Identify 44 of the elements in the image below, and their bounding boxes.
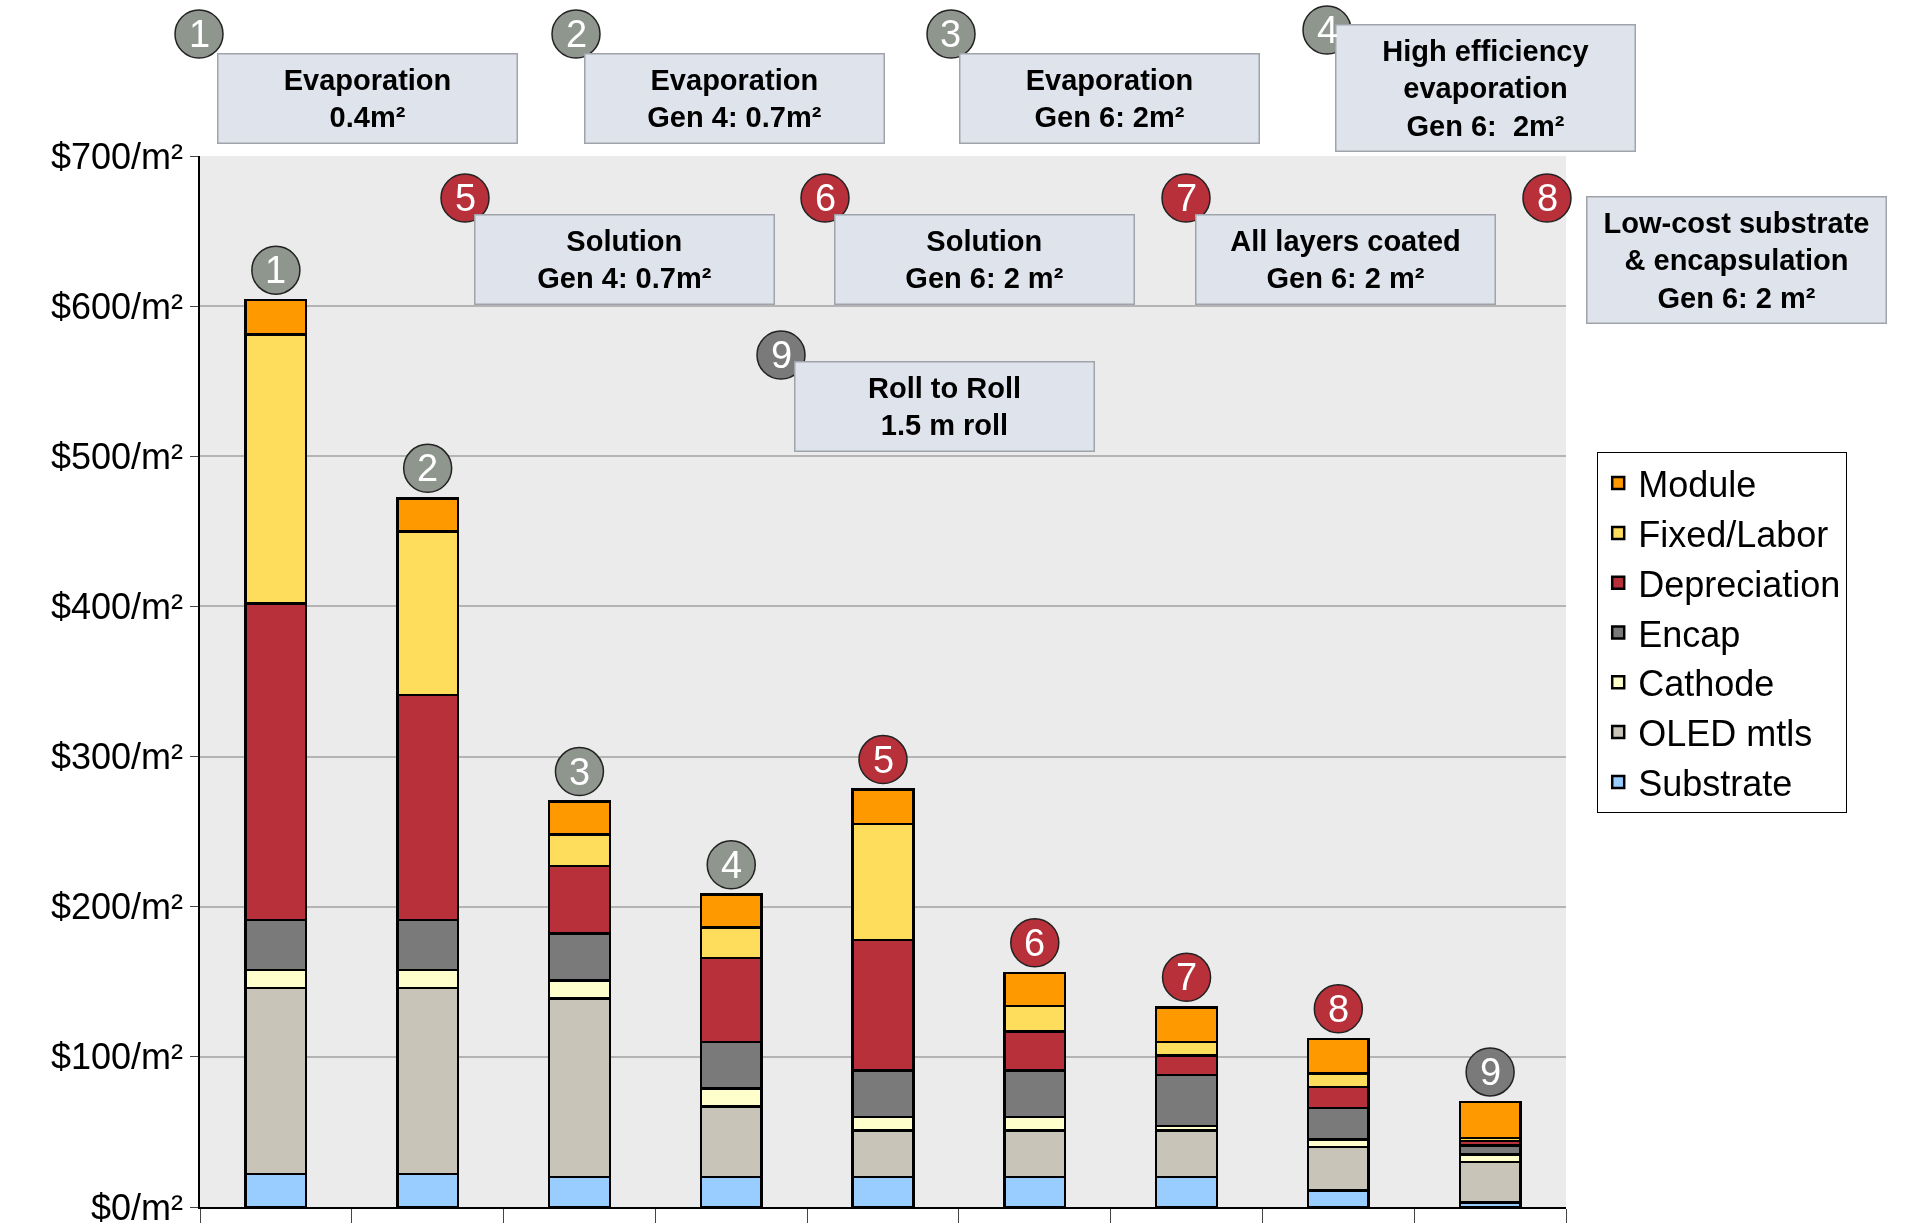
annotation: Roll to Roll 1.5 m roll <box>867 371 1022 442</box>
annotation: 2 <box>417 447 439 489</box>
bar <box>1458 1100 1522 1140</box>
text: Low-cost substrate & encapsulation Gen 6: 2 m² <box>1603 206 1870 314</box>
legend-label: Encap <box>1638 613 1741 655</box>
annotation: 9 <box>1480 1051 1502 1093</box>
annotation: 6 <box>1024 922 1046 964</box>
legend-label: Cathode <box>1638 663 1775 705</box>
legend-label: Module <box>1638 464 1757 506</box>
y-tick-label: $400/m² <box>50 586 184 628</box>
annotation: Solution Gen 4: 0.7m² <box>537 224 712 295</box>
annotation: Solution Gen 6: 2 m² <box>905 224 1064 295</box>
annotation: 8 <box>1537 177 1559 219</box>
annotation: 5 <box>873 739 895 781</box>
text: 3 <box>940 13 962 55</box>
annotation: All layers coated Gen 6: 2 m² <box>1230 224 1461 295</box>
legend-label: Substrate <box>1638 762 1793 804</box>
annotation: 8 <box>1328 988 1350 1030</box>
y-tick-label: $200/m² <box>50 886 184 928</box>
annotation: 4 <box>721 844 743 886</box>
legend-label: Fixed/Labor <box>1638 513 1829 555</box>
annotation: 9 <box>771 334 793 376</box>
text: Evaporation Gen 6: 2m² <box>1025 63 1194 134</box>
legend-label: OLED mtls <box>1638 713 1813 755</box>
text: Evaporation 0.4m² <box>283 63 452 134</box>
y-tick-label: $700/m² <box>50 135 184 177</box>
text: 2 <box>566 13 588 55</box>
y-tick-label: $0/m² <box>91 1186 184 1228</box>
annotation: 6 <box>815 177 837 219</box>
bar <box>1458 1160 1522 1204</box>
text: High efficiency evaporation Gen 6: 2m² <box>1382 34 1589 142</box>
annotation: 7 <box>1176 177 1198 219</box>
y-tick-label: $300/m² <box>50 736 184 778</box>
y-tick-label: $600/m² <box>50 285 184 327</box>
y-tick-label: $500/m² <box>50 435 184 477</box>
legend-label: Depreciation <box>1638 563 1841 605</box>
y-tick-label: $100/m² <box>50 1036 184 1078</box>
annotation: 5 <box>455 177 477 219</box>
annotation: 3 <box>569 751 591 793</box>
text: 1 <box>189 13 211 55</box>
text: 4 <box>1317 9 1339 51</box>
annotation: 7 <box>1176 956 1198 998</box>
text: Evaporation Gen 4: 0.7m² <box>647 63 822 134</box>
annotation: 1 <box>265 249 287 291</box>
